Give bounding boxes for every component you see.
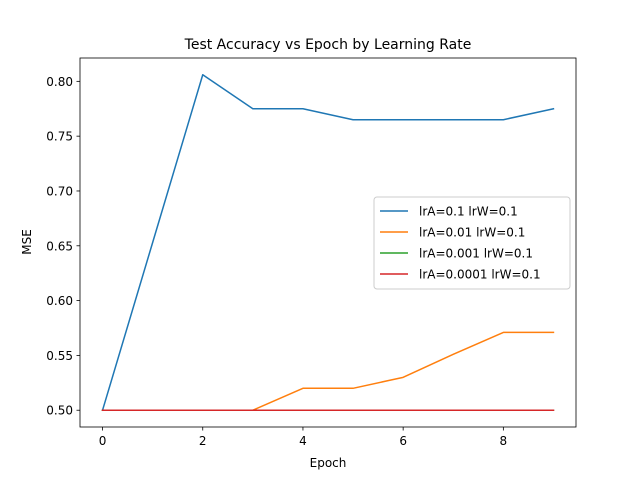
x-tick-label: 4: [299, 434, 307, 448]
legend: lrA=0.1 lrW=0.1 lrA=0.01 lrW=0.1 lrA=0.001…: [373, 196, 571, 290]
legend-box: [373, 196, 571, 290]
legend-label-1: lrA=0.1 lrW=0.1: [419, 205, 518, 219]
y-tick-label: 0.55: [46, 349, 73, 363]
y-tick-label: 0.70: [46, 184, 73, 198]
y-axis-label: MSE: [20, 229, 34, 255]
axes-frame: [79, 57, 577, 428]
y-tick-label: 0.75: [46, 130, 73, 144]
legend-label-3: lrA=0.001 lrW=0.1: [419, 247, 533, 261]
series-group: [101, 74, 555, 412]
legend-label-4: lrA=0.0001 lrW=0.1: [419, 268, 541, 282]
x-tick-label: 6: [399, 434, 407, 448]
y-tick-label: 0.65: [46, 239, 73, 253]
legend-label-2: lrA=0.01 lrW=0.1: [419, 226, 525, 240]
chart-title: Test Accuracy vs Epoch by Learning Rate: [184, 37, 472, 53]
y-tick-label: 0.60: [46, 294, 73, 308]
y-tick-label: 0.80: [46, 75, 73, 89]
plot-area: 0 2 4 6 8 0.50 0.55 0.60 0.65 0.70 0.75 0.80: [46, 57, 577, 448]
x-tick-label: 0: [99, 434, 107, 448]
y-tick-label: 0.50: [46, 404, 73, 418]
x-tick-label: 8: [500, 434, 508, 448]
x-axis-label: Epoch: [310, 456, 347, 470]
series-line-1: [101, 74, 555, 412]
x-tick-label: 2: [199, 434, 207, 448]
